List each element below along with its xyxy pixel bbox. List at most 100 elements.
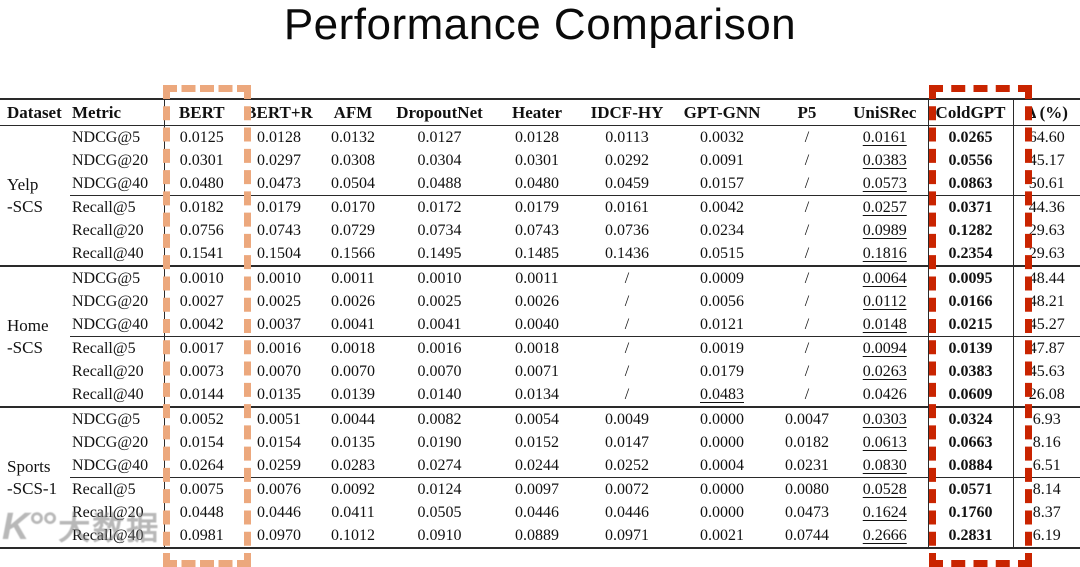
table-cell: 0.0179 bbox=[492, 195, 582, 220]
table-cell: 0.0124 bbox=[387, 477, 492, 502]
table-cell: 0.0263 bbox=[862, 362, 907, 380]
table-cell: 0.0981 bbox=[163, 524, 239, 549]
table-cell: 0.0573 bbox=[862, 174, 907, 192]
table-cell: 0.1012 bbox=[331, 526, 375, 544]
table-cell: 0.0011 bbox=[492, 265, 582, 291]
table-row: Recall@40 0.1541 0.1504 0.1566 0.1495 0.1485 0… bbox=[0, 242, 1080, 267]
column-header-afm: AFM bbox=[319, 99, 387, 127]
delta-value: 29.63 bbox=[1012, 242, 1080, 267]
table-cell: 0.0009 bbox=[672, 265, 772, 291]
table-cell: 0.0989 bbox=[862, 221, 907, 239]
table-cell: 0.0076 bbox=[239, 477, 319, 502]
table-cell: 0.0252 bbox=[605, 456, 649, 474]
table-cell: 0.0032 bbox=[700, 128, 744, 146]
column-header-unisrec: UniSRec bbox=[842, 99, 928, 127]
column-header-p5: P5 bbox=[772, 99, 842, 127]
table-cell: / bbox=[804, 292, 810, 310]
table-cell: 0.0000 bbox=[700, 433, 744, 451]
table-cell: / bbox=[582, 336, 672, 361]
table-cell: 0.0132 bbox=[331, 128, 375, 146]
dataset-label: Home -SCS bbox=[0, 265, 70, 408]
metric-label: Recall@20 bbox=[72, 362, 144, 380]
table-cell: 0.0504 bbox=[331, 174, 375, 192]
table-row: Recall@5 0.0075 0.0076 0.0092 0.0124 0.0097 0.… bbox=[0, 477, 1080, 502]
table-cell: 0.0070 bbox=[417, 362, 462, 380]
table-cell: 0.0128 bbox=[257, 128, 301, 146]
table-cell: 0.0383 bbox=[862, 151, 907, 169]
column-header--: Δ (%) bbox=[1012, 99, 1080, 127]
column-header-idcf-hy: IDCF-HY bbox=[582, 99, 672, 127]
metric-label: Recall@20 bbox=[72, 503, 144, 521]
table-cell: 0.0970 bbox=[257, 526, 301, 544]
table-row: Recall@40 0.0144 0.0135 0.0139 0.0140 0.0134 /… bbox=[0, 383, 1080, 408]
table-cell: 0.0446 bbox=[257, 503, 301, 521]
metric-label: Recall@40 bbox=[72, 526, 144, 544]
delta-value: 6.93 bbox=[1012, 406, 1080, 432]
table-cell: 0.0971 bbox=[605, 526, 649, 544]
table-cell: 0.0884 bbox=[927, 454, 1013, 478]
table-cell: 0.0135 bbox=[257, 385, 301, 403]
table-cell: 0.0179 bbox=[700, 362, 744, 380]
performance-table: Dataset Metric BERT BERT+R AFM DropoutNet Heat… bbox=[0, 98, 1080, 550]
table-cell: 0.0054 bbox=[492, 406, 582, 432]
delta-value: 45.27 bbox=[1012, 313, 1080, 337]
table-cell: / bbox=[804, 128, 810, 146]
column-header-bert: BERT bbox=[163, 99, 239, 127]
table-cell: 0.0016 bbox=[387, 336, 492, 361]
table-cell: 0.0019 bbox=[672, 336, 772, 361]
column-header-coldgpt: ColdGPT bbox=[927, 99, 1013, 127]
metric-label: NDCG@40 bbox=[72, 315, 149, 333]
table-cell: 0.0446 bbox=[515, 503, 559, 521]
table-cell: 0.0231 bbox=[785, 456, 829, 474]
table-row: NDCG@40 0.0480 0.0473 0.0504 0.0488 0.0480 0.0… bbox=[0, 172, 1080, 196]
table-cell: 0.0095 bbox=[927, 265, 1013, 291]
table-row: NDCG@20 0.0301 0.0297 0.0308 0.0304 0.0301 0.0… bbox=[0, 149, 1080, 173]
table-cell: 0.0011 bbox=[319, 265, 387, 291]
table-cell: / bbox=[772, 195, 842, 220]
table-cell: 0.0257 bbox=[842, 195, 928, 220]
table-cell: 0.0234 bbox=[700, 221, 744, 239]
table-cell: 0.0613 bbox=[862, 433, 907, 451]
table-cell: 0.0179 bbox=[239, 195, 319, 220]
delta-value: 45.63 bbox=[1012, 360, 1080, 384]
table-cell: 0.0025 bbox=[257, 292, 301, 310]
table-cell: 0.0070 bbox=[257, 362, 301, 380]
metric-label: NDCG@20 bbox=[72, 433, 149, 451]
table-cell: 0.0135 bbox=[331, 433, 375, 451]
table-cell: 0.0037 bbox=[257, 315, 301, 333]
delta-value: 48.44 bbox=[1012, 265, 1080, 291]
metric-label: NDCG@5 bbox=[70, 265, 164, 291]
delta-value: 29.63 bbox=[1012, 219, 1080, 243]
table-row: Recall@40 0.0981 0.0970 0.1012 0.0910 0.0889 0… bbox=[0, 524, 1080, 549]
table-cell: 0.0609 bbox=[927, 383, 1013, 408]
table-cell: 0.0528 bbox=[842, 477, 928, 502]
table-cell: 0.0283 bbox=[331, 456, 375, 474]
column-header-heater: Heater bbox=[492, 99, 582, 127]
table-cell: 0.0292 bbox=[605, 151, 649, 169]
table-row: Recall@20 0.0756 0.0743 0.0729 0.0734 0.0743 0… bbox=[0, 219, 1080, 243]
table-cell: 0.0182 bbox=[785, 433, 829, 451]
delta-value: 48.21 bbox=[1012, 290, 1080, 314]
table-cell: 0.0743 bbox=[257, 221, 301, 239]
dataset-label: Yelp -SCS bbox=[7, 175, 43, 216]
table-cell: / bbox=[624, 362, 630, 380]
delta-value: 47.87 bbox=[1012, 336, 1080, 361]
table-cell: 0.0071 bbox=[515, 362, 559, 380]
table-cell: 0.0744 bbox=[785, 526, 829, 544]
table-cell: 0.0025 bbox=[417, 292, 462, 310]
table-cell: 0.1566 bbox=[331, 244, 375, 262]
table-cell: 0.0505 bbox=[417, 503, 462, 521]
column-header-gpt-gnn: GPT-GNN bbox=[672, 99, 772, 127]
table-cell: / bbox=[804, 221, 810, 239]
metric-label: NDCG@20 bbox=[72, 151, 149, 169]
table-cell: 0.0010 bbox=[239, 265, 319, 291]
table-cell: 0.0383 bbox=[927, 360, 1013, 384]
table-cell: 0.0259 bbox=[257, 456, 301, 474]
table-cell: 0.0049 bbox=[582, 406, 672, 432]
metric-label: Recall@40 bbox=[72, 385, 144, 403]
table-cell: 0.0265 bbox=[927, 125, 1013, 150]
table-cell: / bbox=[804, 174, 810, 192]
table-cell: 0.0274 bbox=[417, 456, 462, 474]
table-cell: 0.0026 bbox=[331, 292, 375, 310]
table-cell: / bbox=[804, 315, 810, 333]
